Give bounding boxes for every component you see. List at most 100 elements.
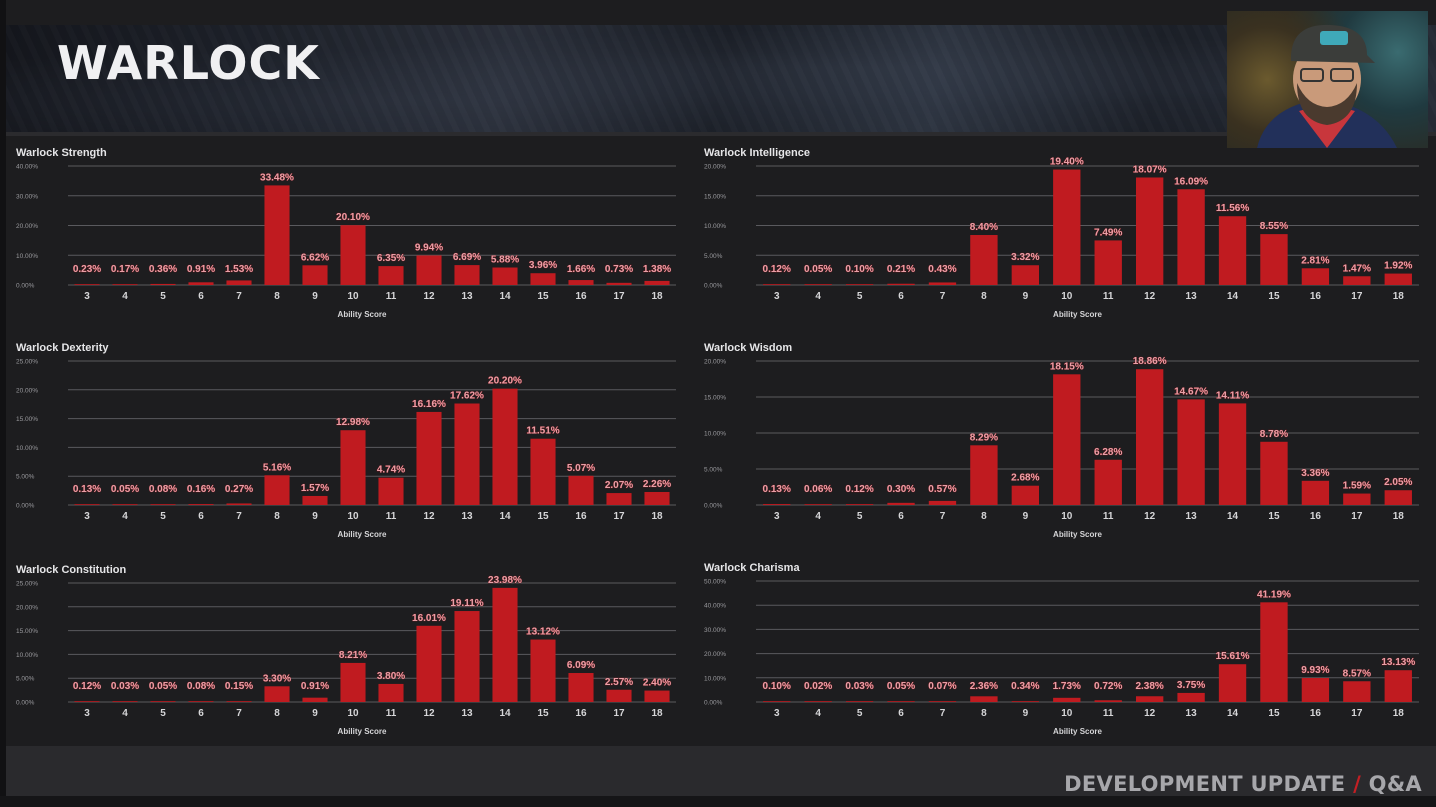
data-label: 8.21% xyxy=(339,650,367,661)
bar xyxy=(763,701,791,702)
data-label: 11.56% xyxy=(1216,203,1249,214)
x-tick-label: 15 xyxy=(1268,708,1280,719)
x-tick-label: 16 xyxy=(575,511,587,522)
y-tick-label: 0.00% xyxy=(704,700,723,707)
x-tick-label: 4 xyxy=(815,291,821,302)
data-label: 2.57% xyxy=(605,677,633,688)
x-tick-label: 4 xyxy=(122,708,128,719)
bar xyxy=(188,504,214,505)
data-label: 8.78% xyxy=(1260,429,1288,440)
data-label: 0.21% xyxy=(887,264,915,275)
bar xyxy=(887,283,915,285)
x-tick-label: 15 xyxy=(1268,291,1280,302)
data-label: 14.67% xyxy=(1174,386,1208,397)
data-label: 0.03% xyxy=(111,681,139,692)
chart-title: Warlock Constitution xyxy=(16,564,126,576)
bar xyxy=(530,273,556,285)
bar xyxy=(1053,697,1081,702)
bar xyxy=(1094,459,1122,505)
presenter-avatar-icon xyxy=(1257,24,1397,148)
bar xyxy=(226,701,252,702)
banner-artwork xyxy=(6,25,1436,132)
y-tick-label: 30.00% xyxy=(16,193,38,200)
bar xyxy=(845,701,874,702)
bar xyxy=(1218,216,1247,285)
x-tick-label: 18 xyxy=(1393,511,1405,522)
data-label: 1.57% xyxy=(301,483,329,494)
bar xyxy=(804,701,832,702)
bar xyxy=(378,477,404,505)
bar xyxy=(1260,602,1288,702)
bar xyxy=(1135,369,1164,505)
bar xyxy=(264,686,290,702)
bar xyxy=(887,701,915,702)
bar xyxy=(845,284,874,285)
x-tick-label: 9 xyxy=(312,708,318,719)
data-label: 7.49% xyxy=(1094,227,1122,238)
bar xyxy=(264,185,290,285)
y-tick-label: 15.00% xyxy=(704,193,726,200)
bar xyxy=(226,280,252,285)
header-banner xyxy=(6,25,1436,132)
bar xyxy=(492,388,518,505)
bar xyxy=(530,639,556,702)
bar xyxy=(302,495,328,505)
chart-strength: Warlock Strength 0.00% 10.00% 20.00% 30.00% 4… xyxy=(8,140,688,325)
bar xyxy=(568,280,594,285)
bar xyxy=(188,701,214,702)
x-axis-label: Ability Score xyxy=(338,727,387,736)
x-tick-label: 3 xyxy=(774,291,780,302)
data-label: 6.09% xyxy=(567,660,595,671)
bar-chart-svg: Warlock Dexterity 0.00% 5.00% 10.00% 15.00% 2… xyxy=(16,342,676,539)
x-tick-label: 17 xyxy=(1351,708,1363,719)
data-label: 0.30% xyxy=(887,484,915,495)
bar xyxy=(1011,265,1040,285)
bar-chart-svg: Warlock Intelligence 0.00% 5.00% 10.00% 15.0… xyxy=(704,147,1419,319)
x-tick-label: 17 xyxy=(613,511,625,522)
data-label: 19.11% xyxy=(450,598,483,609)
bar xyxy=(763,284,791,285)
bar xyxy=(378,683,404,702)
data-label: 8.40% xyxy=(970,222,998,233)
bar xyxy=(1094,240,1122,285)
data-label: 1.53% xyxy=(225,264,253,275)
bar xyxy=(1218,403,1247,505)
x-tick-label: 7 xyxy=(236,291,242,302)
x-axis-label: Ability Score xyxy=(1053,530,1102,539)
x-tick-label: 10 xyxy=(1061,708,1073,719)
x-axis-label: Ability Score xyxy=(338,530,387,539)
data-label: 0.34% xyxy=(1011,681,1039,692)
data-label: 0.06% xyxy=(804,484,832,495)
bar xyxy=(302,697,328,702)
x-tick-label: 12 xyxy=(1144,291,1156,302)
data-label: 0.16% xyxy=(187,484,215,495)
x-tick-label: 14 xyxy=(1227,511,1239,522)
data-label: 13.12% xyxy=(526,627,560,638)
y-tick-label: 40.00% xyxy=(16,164,38,171)
footer-bottom-strip xyxy=(0,796,1436,807)
x-tick-label: 4 xyxy=(122,291,128,302)
data-label: 0.05% xyxy=(887,681,915,692)
bar xyxy=(568,673,594,702)
bar xyxy=(1218,664,1247,702)
x-tick-label: 13 xyxy=(461,291,473,302)
data-label: 8.29% xyxy=(970,432,998,443)
data-label: 2.05% xyxy=(1384,477,1412,488)
y-tick-label: 5.00% xyxy=(704,467,723,474)
x-tick-label: 7 xyxy=(236,511,242,522)
x-tick-label: 13 xyxy=(1186,511,1198,522)
bar xyxy=(454,611,480,702)
data-label: 0.91% xyxy=(301,681,329,692)
bar xyxy=(74,701,100,702)
data-label: 0.13% xyxy=(763,484,791,495)
bar xyxy=(112,701,138,702)
chart-constitution: Warlock Constitution 0.00% 5.00% 10.00% 15.0… xyxy=(8,557,688,742)
bar xyxy=(226,503,252,505)
bar xyxy=(1260,234,1288,285)
bar xyxy=(264,475,290,505)
x-tick-label: 8 xyxy=(981,511,987,522)
data-label: 0.27% xyxy=(225,484,253,495)
data-label: 0.05% xyxy=(111,484,139,495)
bar xyxy=(492,267,518,285)
y-tick-label: 0.00% xyxy=(16,700,35,707)
